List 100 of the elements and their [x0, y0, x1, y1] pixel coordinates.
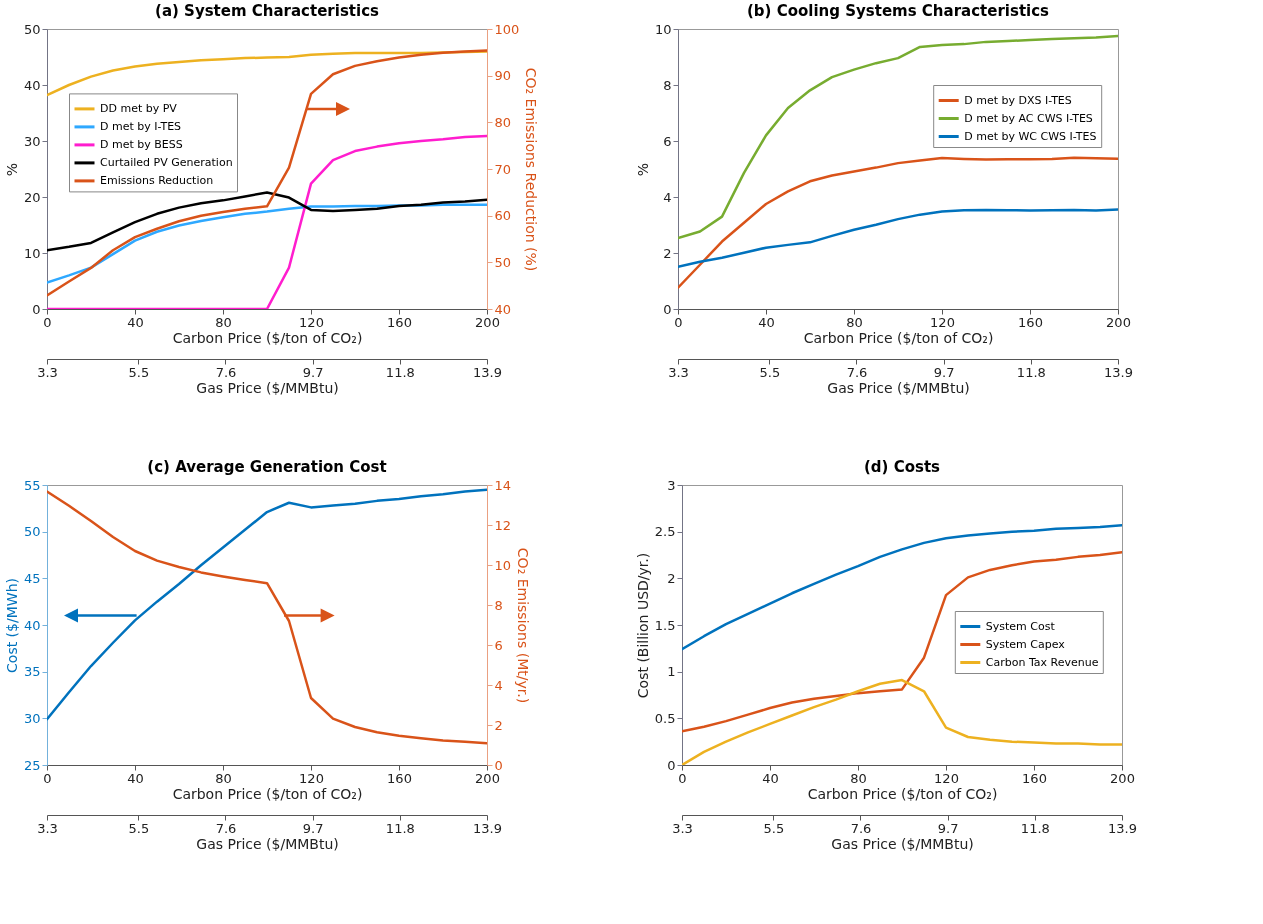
y2-axis-title: CO₂ Emissions (Mt/yr.) [515, 547, 532, 704]
y-tick-label: 50 [23, 21, 41, 37]
y-tick-label: 35 [23, 664, 41, 680]
x2-tick-label: 13.9 [1108, 820, 1137, 836]
y-tick-label: 8 [663, 77, 672, 93]
x-axis-title: Carbon Price ($/ton of CO₂) [172, 329, 363, 346]
legend-label: D met by WC CWS I-TES [964, 129, 1097, 143]
x2-tick-label: 13.9 [473, 820, 502, 836]
y-tick-label: 2 [667, 570, 676, 586]
x2-axis-title: Gas Price ($/MMBtu) [196, 835, 339, 852]
legend-label: Curtailed PV Generation [100, 155, 233, 169]
x-tick-label: 120 [934, 770, 959, 786]
y2-axis-title: CO₂ Emissions Reduction (%) [523, 67, 540, 272]
y-tick-label: 40 [23, 77, 41, 93]
x-tick-label: 200 [475, 770, 500, 786]
y-tick-label: 45 [23, 570, 41, 586]
x2-tick-label: 9.7 [302, 364, 324, 380]
y-tick-label: 3 [667, 477, 676, 493]
x-tick-label: 80 [215, 770, 232, 786]
y-tick-label: 0.5 [654, 710, 676, 726]
x-tick-label: 40 [127, 314, 144, 330]
x2-tick-label: 5.5 [759, 364, 781, 380]
y2-tick-label: 80 [494, 114, 512, 130]
y-tick-label: 6 [663, 133, 672, 149]
legend-label: System Cost [985, 619, 1056, 633]
x-axis-title: Carbon Price ($/ton of CO₂) [807, 785, 998, 802]
x2-tick-label: 7.6 [846, 364, 868, 380]
legend-label: Carbon Tax Revenue [985, 655, 1099, 669]
y-tick-label: 0 [663, 301, 672, 317]
y2-tick-label: 4 [494, 677, 503, 693]
chart-title: (b) Cooling Systems Characteristics [746, 2, 1050, 20]
chart-title: (a) System Characteristics [155, 2, 380, 20]
legend-label: System Capex [985, 637, 1066, 651]
x-tick-label: 160 [387, 770, 412, 786]
y2-tick-label: 60 [494, 208, 512, 224]
line-series [47, 191, 487, 252]
x-tick-label: 40 [758, 314, 775, 330]
x-axis-title: Carbon Price ($/ton of CO₂) [172, 785, 363, 802]
x2-tick-label: 3.3 [672, 820, 693, 836]
x2-tick-label: 13.9 [1104, 364, 1133, 380]
y2-tick-label: 8 [494, 597, 503, 613]
y-tick-label: 30 [23, 133, 41, 149]
x2-tick-label: 11.8 [1020, 820, 1050, 836]
y-tick-label: 1.5 [654, 617, 676, 633]
x2-tick-label: 11.8 [385, 820, 415, 836]
x2-axis-title: Gas Price ($/MMBtu) [831, 835, 974, 852]
y2-tick-label: 40 [494, 301, 512, 317]
y-axis-title: Cost (Billion USD/yr.) [634, 552, 651, 699]
y-tick-label: 2 [663, 245, 672, 261]
x-tick-label: 0 [678, 770, 687, 786]
y-axis-title: % [634, 162, 651, 177]
y-tick-label: 4 [663, 189, 672, 205]
x-tick-label: 200 [1106, 314, 1131, 330]
chart-title: (c) Average Generation Cost [147, 458, 387, 476]
x2-tick-label: 11.8 [385, 364, 415, 380]
x-axis-title: Carbon Price ($/ton of CO₂) [803, 329, 994, 346]
x-tick-label: 160 [387, 314, 412, 330]
legend-label: Emissions Reduction [100, 173, 214, 187]
x-tick-label: 0 [43, 314, 52, 330]
x2-tick-label: 7.6 [850, 820, 872, 836]
y-tick-label: 10 [654, 21, 672, 37]
x-tick-label: 120 [930, 314, 955, 330]
y-tick-label: 55 [23, 477, 41, 493]
y2-tick-label: 2 [494, 717, 503, 733]
line-series [47, 49, 487, 297]
x2-tick-label: 7.6 [215, 820, 237, 836]
y-tick-label: 20 [23, 189, 41, 205]
x2-tick-label: 9.7 [302, 820, 324, 836]
y2-tick-label: 70 [494, 161, 512, 177]
y2-tick-label: 90 [494, 68, 512, 84]
y2-tick-label: 14 [494, 477, 512, 493]
y2-tick-label: 0 [494, 757, 503, 773]
x-tick-label: 40 [127, 770, 144, 786]
y-tick-label: 50 [23, 524, 41, 540]
x-tick-label: 160 [1018, 314, 1043, 330]
y-tick-label: 0 [32, 301, 41, 317]
x2-tick-label: 7.6 [215, 364, 237, 380]
legend-label: D met by DXS I-TES [964, 93, 1072, 107]
legend-label: D met by AC CWS I-TES [964, 111, 1093, 125]
x-tick-label: 80 [846, 314, 863, 330]
x-tick-label: 40 [762, 770, 779, 786]
x-tick-label: 200 [1110, 770, 1135, 786]
y2-tick-label: 100 [494, 21, 520, 37]
legend-label: D met by BESS [100, 137, 183, 151]
x2-tick-label: 5.5 [128, 820, 150, 836]
y-axis-title: Cost ($/MWh) [3, 578, 20, 673]
x-tick-label: 80 [215, 314, 232, 330]
y2-tick-label: 50 [494, 254, 512, 270]
y2-tick-label: 10 [494, 557, 512, 573]
x2-tick-label: 5.5 [763, 820, 785, 836]
y-tick-label: 25 [23, 757, 41, 773]
y2-tick-label: 12 [494, 517, 512, 533]
x-tick-label: 120 [299, 770, 324, 786]
x-tick-label: 80 [850, 770, 867, 786]
line-series [678, 156, 1118, 289]
x-tick-label: 0 [43, 770, 52, 786]
x2-tick-label: 3.3 [37, 820, 58, 836]
chart-title: (d) Costs [863, 458, 941, 476]
x2-axis-title: Gas Price ($/MMBtu) [196, 379, 339, 396]
y-tick-label: 40 [23, 617, 41, 633]
